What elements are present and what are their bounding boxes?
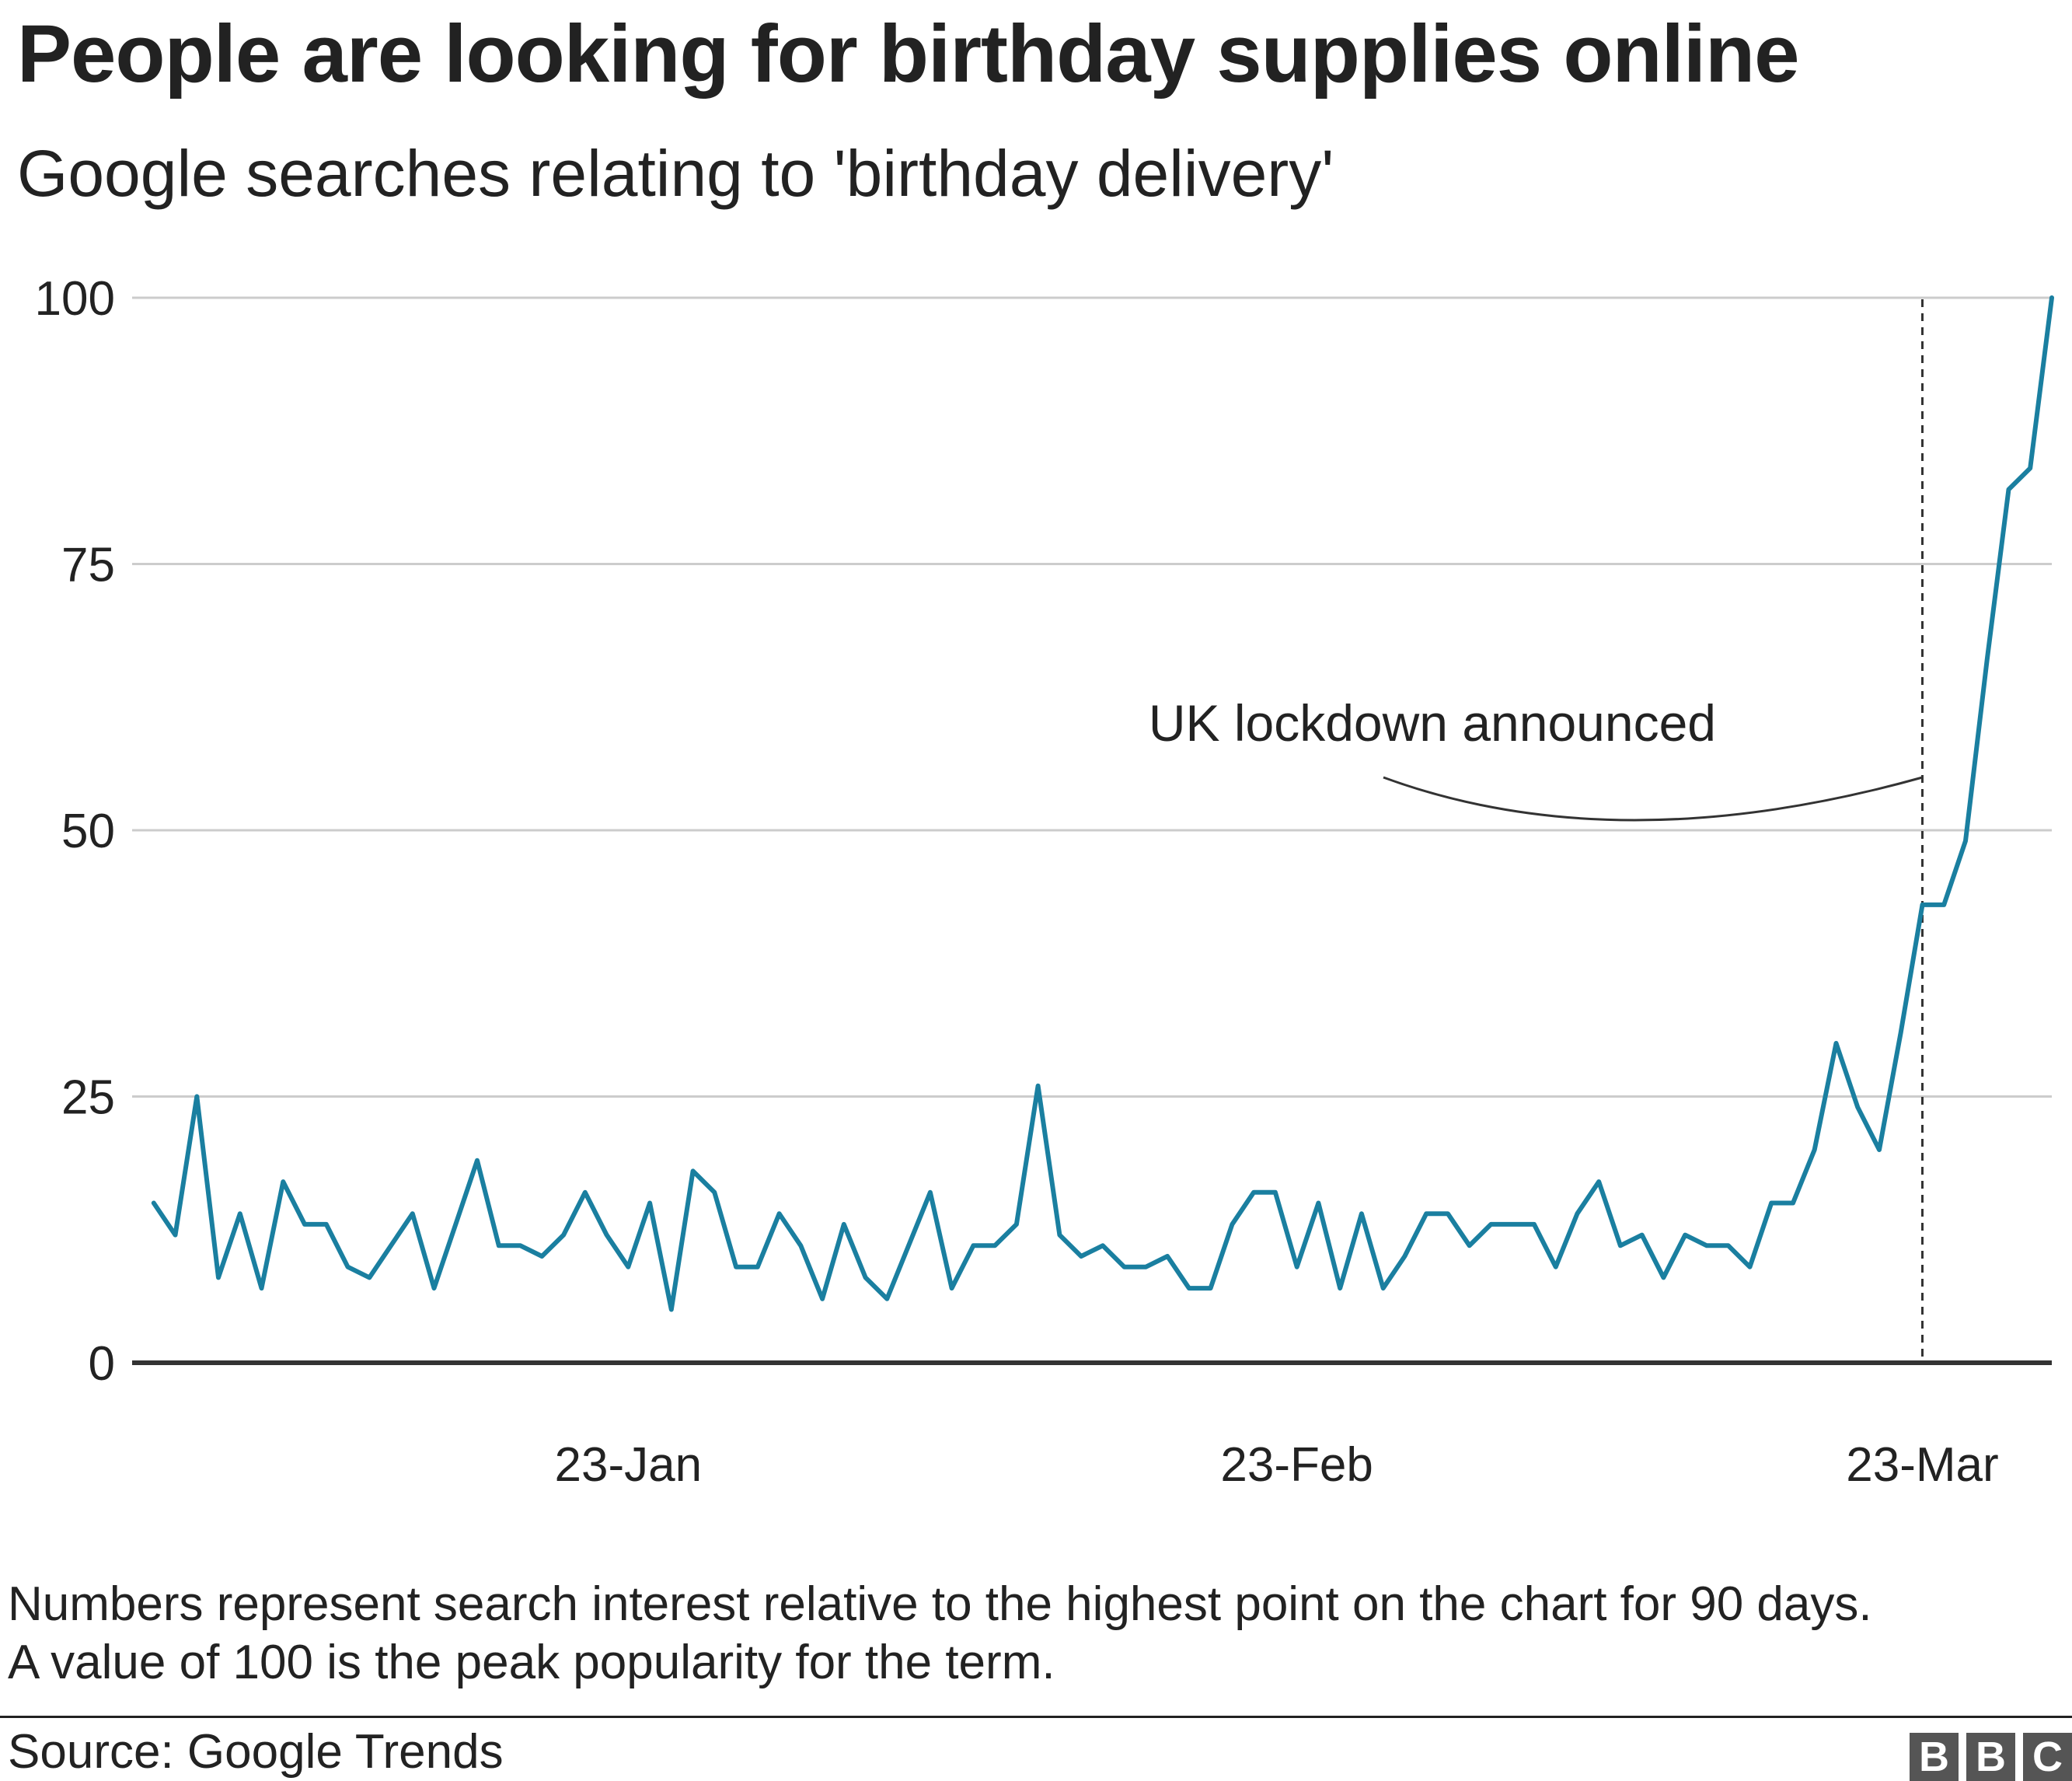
footnote-line-1: Numbers represent search interest relati… [8,1577,1872,1631]
footnote-line-2: A value of 100 is the peak popularity fo… [8,1636,1055,1689]
line-chart: 0 25 50 75 100 23-Jan 23-Feb 23-Mar UK lockdow… [35,272,2054,1492]
bbc-logo-letter: B [1910,1733,1959,1781]
series-line [151,295,2054,1312]
y-tick-label: 75 [61,539,115,592]
annotation-label: UK lockdown announced [1149,694,1716,752]
bbc-logo-letter: B [1966,1733,2015,1781]
annotation-group: UK lockdown announced [1149,299,1924,1363]
bbc-logo-letter: C [2023,1733,2072,1781]
y-tick-label: 0 [89,1337,115,1391]
y-tick-label: 100 [35,272,115,326]
series-group [132,295,2054,1365]
y-axis-ticks: 0 25 50 75 100 [35,272,115,1391]
source-label: Source: Google Trends [8,1725,504,1779]
annotation-connector [1383,776,1923,822]
gridlines [132,296,2052,1098]
chart-title: People are looking for birthday supplies… [17,9,1800,100]
x-tick-label: 23-Mar [1846,1438,1998,1492]
bbc-logo: B B C [1910,1733,2072,1781]
x-axis-ticks: 23-Jan 23-Feb 23-Mar [555,1438,1999,1492]
chart-subtitle: Google searches relating to 'birthday de… [17,137,1334,210]
x-tick-label: 23-Feb [1220,1438,1373,1492]
y-tick-label: 50 [61,805,115,858]
y-tick-label: 25 [61,1071,115,1125]
x-tick-label: 23-Jan [555,1438,703,1492]
footer-divider [0,1716,2072,1718]
